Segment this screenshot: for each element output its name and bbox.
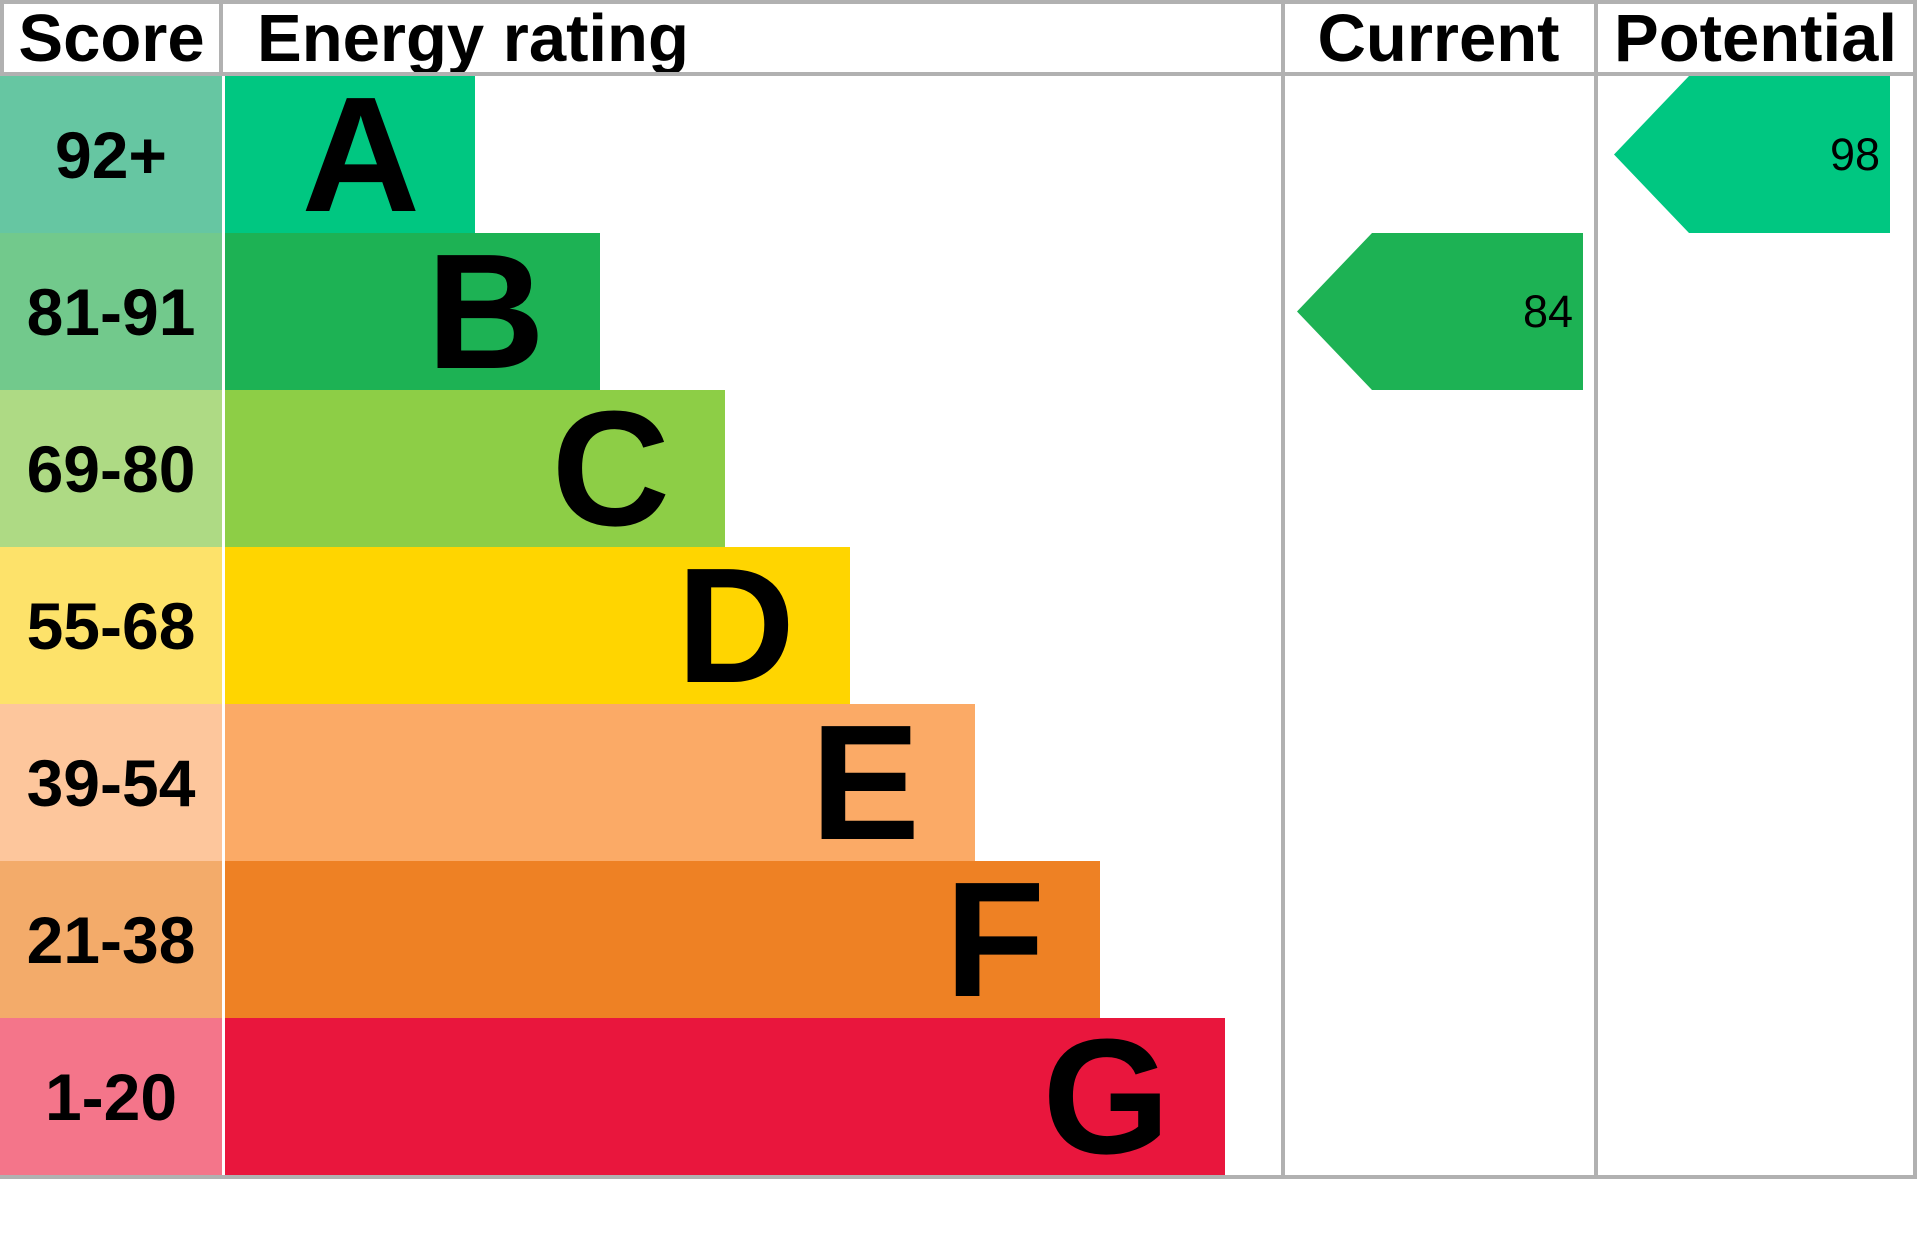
current-column-header: Current <box>1285 4 1592 72</box>
current-rating-arrow: 84 <box>1297 233 1583 390</box>
header-left-border <box>0 0 4 76</box>
potential-rating-arrow: 98 <box>1614 76 1890 233</box>
rating-letter-f: F <box>944 847 1045 1031</box>
score-range-cell-f: 21-38 <box>0 861 222 1018</box>
rating-letter-g: G <box>1042 1004 1170 1188</box>
score-range-cell-a: 92+ <box>0 76 222 233</box>
left-pointing-arrow-icon <box>1297 233 1583 390</box>
rating-bar-b: B <box>225 229 600 393</box>
score-range-cell-b: 81-91 <box>0 233 222 390</box>
potential-column-divider <box>1594 0 1598 1175</box>
rating-bar-g: G <box>225 1014 1225 1178</box>
header-bottom-border <box>0 72 1917 76</box>
rating-bar-d: D <box>225 543 850 707</box>
score-range-cell-d: 55-68 <box>0 547 222 704</box>
energy-rating-column-header: Energy rating <box>223 4 1313 72</box>
table-bottom-border <box>0 1175 1917 1179</box>
rating-bar-e: E <box>225 700 975 864</box>
current-column-divider <box>1281 0 1285 1175</box>
score-column-header: Score <box>4 4 219 72</box>
score-range-cell-g: 1-20 <box>0 1018 222 1175</box>
table-right-border <box>1913 0 1917 1179</box>
score-column-divider <box>219 0 223 76</box>
table-top-border <box>0 0 1917 4</box>
rating-bar-c: C <box>225 386 725 550</box>
rating-letter-b: B <box>426 219 545 403</box>
score-range-cell-c: 69-80 <box>0 390 222 547</box>
potential-column-header: Potential <box>1598 4 1913 72</box>
rating-bar-f: F <box>225 857 1100 1021</box>
potential-rating-value: 98 <box>1829 129 1880 180</box>
rating-letter-c: C <box>551 376 670 560</box>
rating-letter-d: D <box>676 533 795 717</box>
rating-bar-a: A <box>225 72 475 236</box>
rating-letter-e: E <box>810 690 920 874</box>
current-rating-value: 84 <box>1522 286 1573 337</box>
rating-letter-a: A <box>301 62 420 246</box>
left-pointing-arrow-icon <box>1614 76 1890 233</box>
score-range-cell-e: 39-54 <box>0 704 222 861</box>
